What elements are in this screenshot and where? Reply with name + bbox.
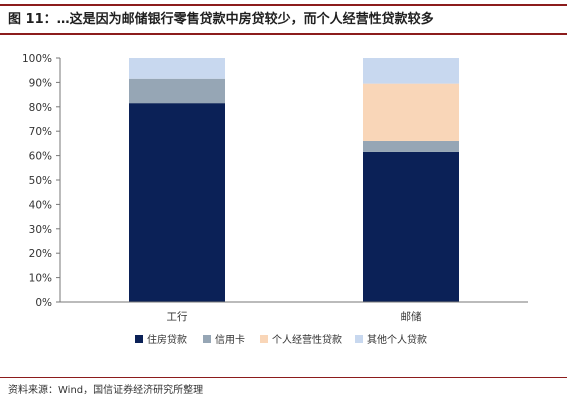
bar-segment (129, 103, 225, 302)
y-tick-label: 20% (29, 248, 52, 260)
legend-label: 其他个人贷款 (367, 333, 427, 346)
legend-swatch (203, 335, 211, 343)
y-tick-label: 40% (29, 199, 52, 211)
bar-segment (129, 58, 225, 79)
bar-segment (363, 140, 459, 152)
x-tick-label: 邮储 (401, 310, 422, 323)
y-tick-label: 0% (35, 297, 52, 309)
bar-segment (363, 58, 459, 84)
y-tick-label: 70% (29, 126, 52, 138)
y-tick-label: 80% (29, 102, 52, 114)
figure-source: 资料来源：Wind，国信证券经济研究所整理 (8, 385, 204, 396)
legend-label: 个人经营性贷款 (272, 333, 342, 346)
top-rule (0, 4, 567, 6)
stacked-bar-chart: 0% 10% 20% 30% 40% 50% 60% 70% 80% 90% 100% 工行 邮储住房贷… (22, 53, 528, 346)
legend-swatch (355, 335, 363, 343)
legend-label: 住房贷款 (147, 333, 187, 346)
title-rule (0, 33, 567, 35)
legend-swatch (135, 335, 143, 343)
bar-segment (363, 151, 459, 302)
legend-label: 信用卡 (215, 333, 245, 346)
x-tick-label: 工行 (167, 310, 188, 323)
source-rule (0, 377, 567, 378)
figure-title: 图 11：…这是因为邮储银行零售贷款中房贷较少，而个人经营性贷款较多 (8, 12, 434, 27)
y-tick-label: 10% (29, 273, 52, 285)
y-tick-label: 50% (29, 175, 52, 187)
bar-segment (129, 78, 225, 104)
legend-swatch (260, 335, 268, 343)
y-tick-label: 30% (29, 224, 52, 236)
bar-segment (363, 83, 459, 141)
y-tick-label: 100% (22, 53, 52, 65)
y-tick-label: 60% (29, 151, 52, 163)
y-tick-label: 90% (29, 77, 52, 89)
